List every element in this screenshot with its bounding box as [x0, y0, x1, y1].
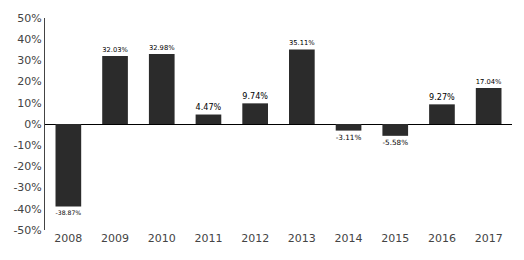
svg-text:2014: 2014 — [335, 232, 363, 245]
svg-text:2017: 2017 — [475, 232, 503, 245]
svg-text:4.47%: 4.47% — [196, 102, 222, 112]
svg-text:32.98%: 32.98% — [149, 44, 175, 52]
svg-text:20%: 20% — [17, 75, 41, 88]
svg-text:40%: 40% — [17, 33, 41, 46]
svg-text:2013: 2013 — [288, 232, 316, 245]
svg-text:-38.87%: -38.87% — [56, 209, 82, 216]
svg-text:-3.11%: -3.11% — [336, 133, 362, 142]
svg-text:2011: 2011 — [194, 232, 222, 245]
svg-text:-30%: -30% — [13, 181, 41, 194]
svg-text:50%: 50% — [17, 12, 41, 25]
svg-text:-5.58%: -5.58% — [382, 138, 408, 147]
svg-text:-50%: -50% — [13, 224, 41, 237]
svg-text:32.03%: 32.03% — [102, 46, 128, 54]
svg-text:0%: 0% — [24, 118, 41, 131]
svg-text:-20%: -20% — [13, 160, 41, 173]
svg-text:2016: 2016 — [428, 232, 456, 245]
svg-text:9.27%: 9.27% — [429, 92, 455, 102]
svg-text:17.04%: 17.04% — [476, 78, 502, 86]
svg-text:-10%: -10% — [13, 139, 41, 152]
svg-text:-40%: -40% — [13, 203, 41, 216]
svg-text:2010: 2010 — [148, 232, 176, 245]
svg-text:2015: 2015 — [381, 232, 409, 245]
svg-text:2008: 2008 — [54, 232, 82, 245]
svg-text:2009: 2009 — [101, 232, 129, 245]
svg-text:10%: 10% — [17, 97, 41, 110]
svg-text:35.11%: 35.11% — [289, 39, 315, 47]
svg-text:2012: 2012 — [241, 232, 269, 245]
svg-text:9.74%: 9.74% — [242, 91, 268, 101]
svg-text:30%: 30% — [17, 54, 41, 67]
